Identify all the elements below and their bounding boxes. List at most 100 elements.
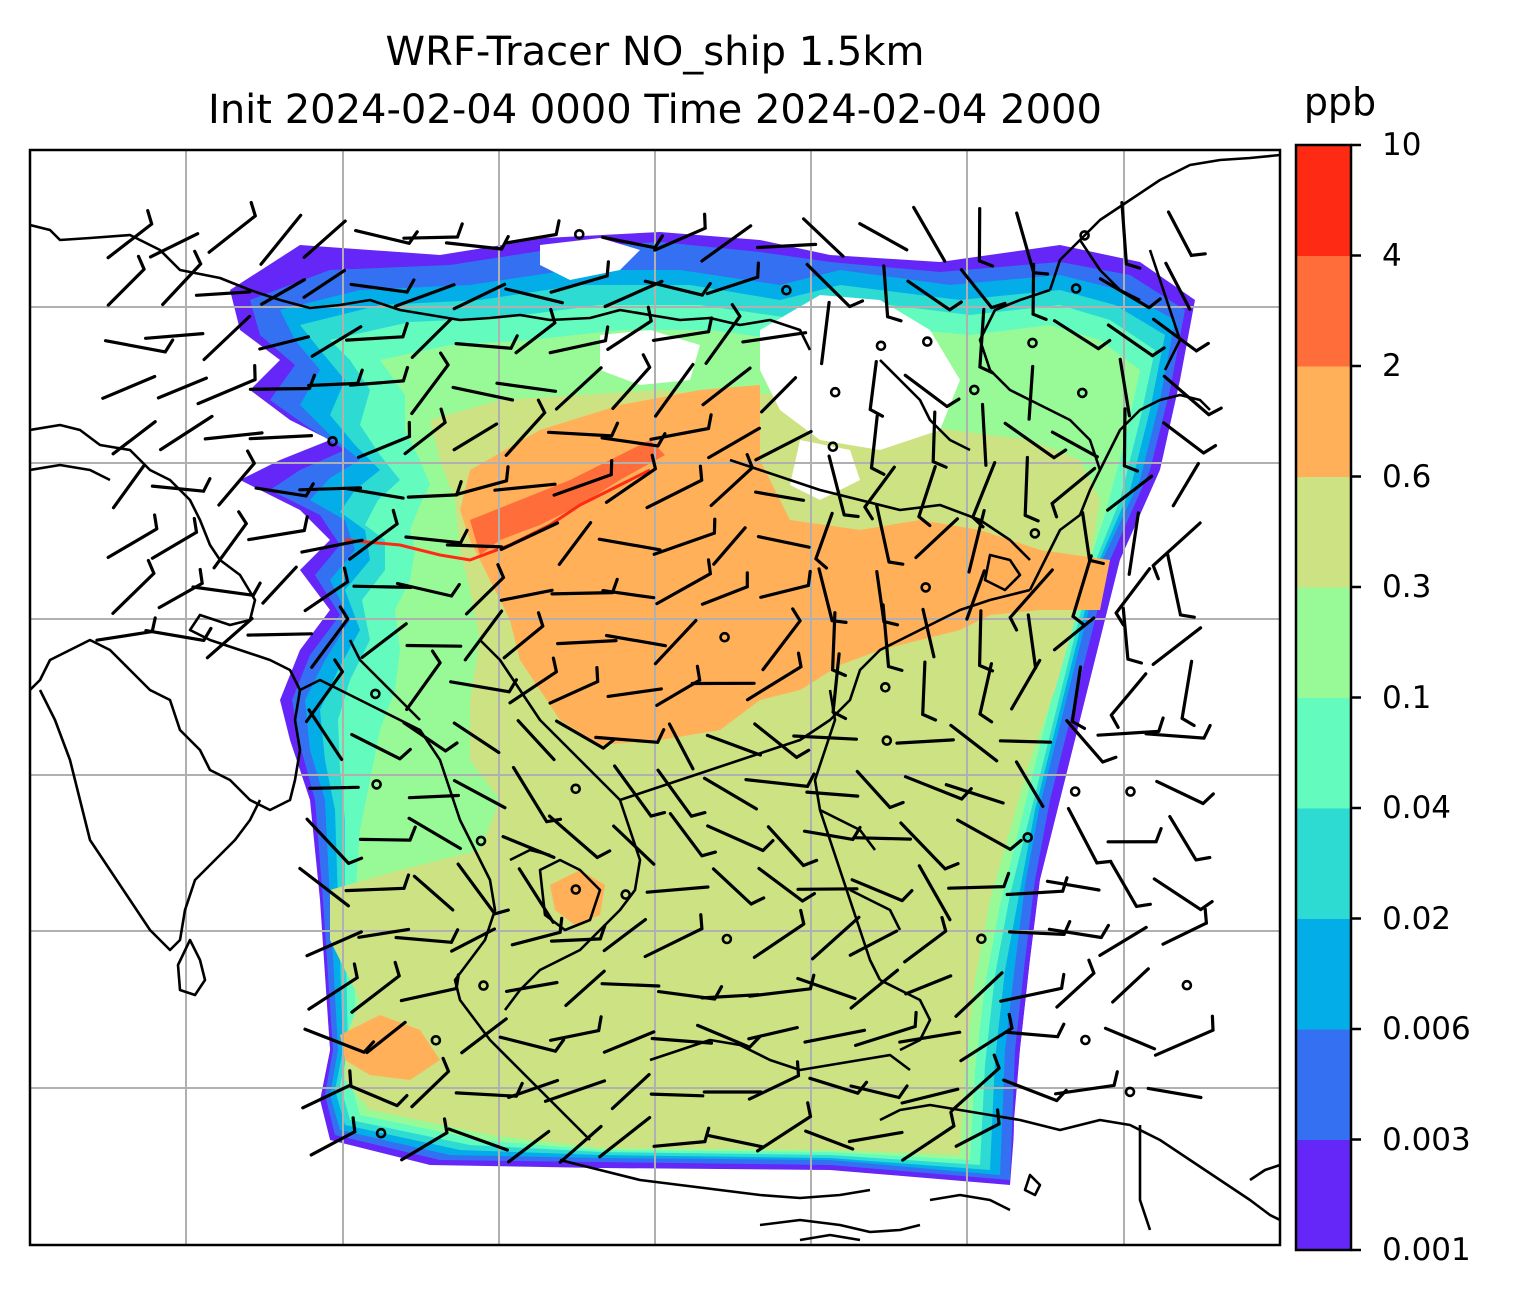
colorbar-tick-label: 10 <box>1382 127 1422 163</box>
wind-barb <box>854 1010 918 1047</box>
field-band-4 <box>470 440 665 555</box>
wind-barb <box>348 508 399 561</box>
wind-barb <box>549 1015 603 1042</box>
wind-barb <box>514 307 557 355</box>
wind-barb <box>554 366 603 411</box>
wind-barb <box>612 824 656 866</box>
wind-barb <box>601 589 656 600</box>
colorbar-swatch <box>1296 1029 1351 1140</box>
wind-barb <box>1109 672 1148 729</box>
wind-barb <box>667 722 695 771</box>
wind-barb <box>507 1078 560 1099</box>
colorbar <box>1294 143 1361 1252</box>
map-frame <box>28 148 1282 1247</box>
wind-barb <box>804 1129 855 1151</box>
wind-barb <box>499 588 554 602</box>
wind-barb <box>101 374 157 400</box>
wind-barb <box>410 317 453 359</box>
calm-wind-circle <box>327 435 338 447</box>
wind-barb <box>302 219 347 259</box>
wind-barb <box>557 521 593 566</box>
wind-barb <box>744 772 816 788</box>
wind-barb <box>549 260 610 294</box>
wind-barb <box>106 209 154 260</box>
wind-barb <box>1146 1086 1203 1100</box>
wind-barb <box>407 793 460 800</box>
wind-barb <box>712 526 747 566</box>
wind-barb <box>556 639 618 646</box>
wind-barb <box>1071 554 1093 627</box>
wind-barb <box>606 687 663 698</box>
wind-barb <box>460 1017 508 1055</box>
wind-barb <box>594 728 666 744</box>
wind-barb <box>402 222 464 240</box>
wind-barb <box>1114 567 1152 627</box>
wind-barb <box>1166 210 1207 257</box>
wind-barb <box>602 918 647 953</box>
wind-barb <box>1052 616 1096 652</box>
wind-barb <box>1031 262 1048 321</box>
wind-barb <box>456 862 510 916</box>
wind-barb <box>610 1073 651 1111</box>
wind-barb <box>649 1092 705 1098</box>
wind-barb <box>308 785 360 790</box>
wind-barb <box>464 563 506 616</box>
field-band-2b <box>340 1015 440 1080</box>
wind-barb <box>881 603 904 672</box>
wind-barb <box>1120 201 1142 270</box>
calm-wind-circle <box>1124 1086 1136 1098</box>
colorbar-swatch <box>1296 587 1351 698</box>
colorbar-unit: ppb <box>1303 80 1377 124</box>
wind-barb <box>653 618 698 666</box>
wind-barb <box>309 1116 357 1157</box>
wind-barb <box>300 538 364 554</box>
calm-wind-circle <box>1022 832 1033 843</box>
wind-barb <box>360 622 408 659</box>
calm-wind-circle <box>1027 337 1038 349</box>
wind-barb <box>1052 319 1112 351</box>
wind-barb <box>811 915 861 961</box>
wind-barb <box>111 558 156 615</box>
wind-barb <box>454 465 510 497</box>
wind-barb <box>400 1117 449 1162</box>
wind-barb <box>944 783 1005 805</box>
wind-barb <box>1151 626 1203 666</box>
wind-barb <box>393 283 456 308</box>
wind-barb <box>796 887 859 891</box>
wind-barb <box>921 607 936 659</box>
wind-barb <box>1026 613 1038 670</box>
wind-barb <box>103 338 175 354</box>
wind-barb <box>601 234 664 250</box>
wind-barb <box>1111 967 1150 1004</box>
wind-barb <box>507 1129 551 1164</box>
colorbar-swatch <box>1296 1139 1351 1251</box>
wind-barb <box>1027 364 1035 421</box>
wind-barb <box>161 249 203 307</box>
wind-barb <box>248 434 314 441</box>
wind-barb <box>349 1084 409 1108</box>
wind-barb <box>348 365 410 387</box>
wind-barb <box>752 908 806 959</box>
colorbar-tick-label: 0.006 <box>1382 1011 1471 1047</box>
wind-barb <box>517 867 555 924</box>
wind-barb <box>1065 719 1118 764</box>
wind-barb <box>1153 1014 1215 1057</box>
wind-barb <box>700 224 753 263</box>
wind-barb <box>606 305 653 351</box>
wind-barb <box>212 510 248 570</box>
wind-barb <box>144 626 213 642</box>
wind-barb <box>1014 760 1045 808</box>
wind-barb <box>604 633 667 648</box>
wind-barb <box>643 913 704 959</box>
wind-barb <box>954 971 1004 1018</box>
wind-barb <box>814 511 834 570</box>
calm-wind-circle <box>829 386 841 398</box>
wind-barb <box>1055 958 1096 1009</box>
wind-barb <box>365 1020 407 1055</box>
wind-barb <box>696 1023 761 1049</box>
wind-barb <box>445 543 504 549</box>
wind-barb <box>217 449 256 507</box>
colorbar-tick-label: 0.1 <box>1382 679 1432 716</box>
calm-wind-circle <box>1181 979 1193 991</box>
wind-barb <box>450 927 496 953</box>
